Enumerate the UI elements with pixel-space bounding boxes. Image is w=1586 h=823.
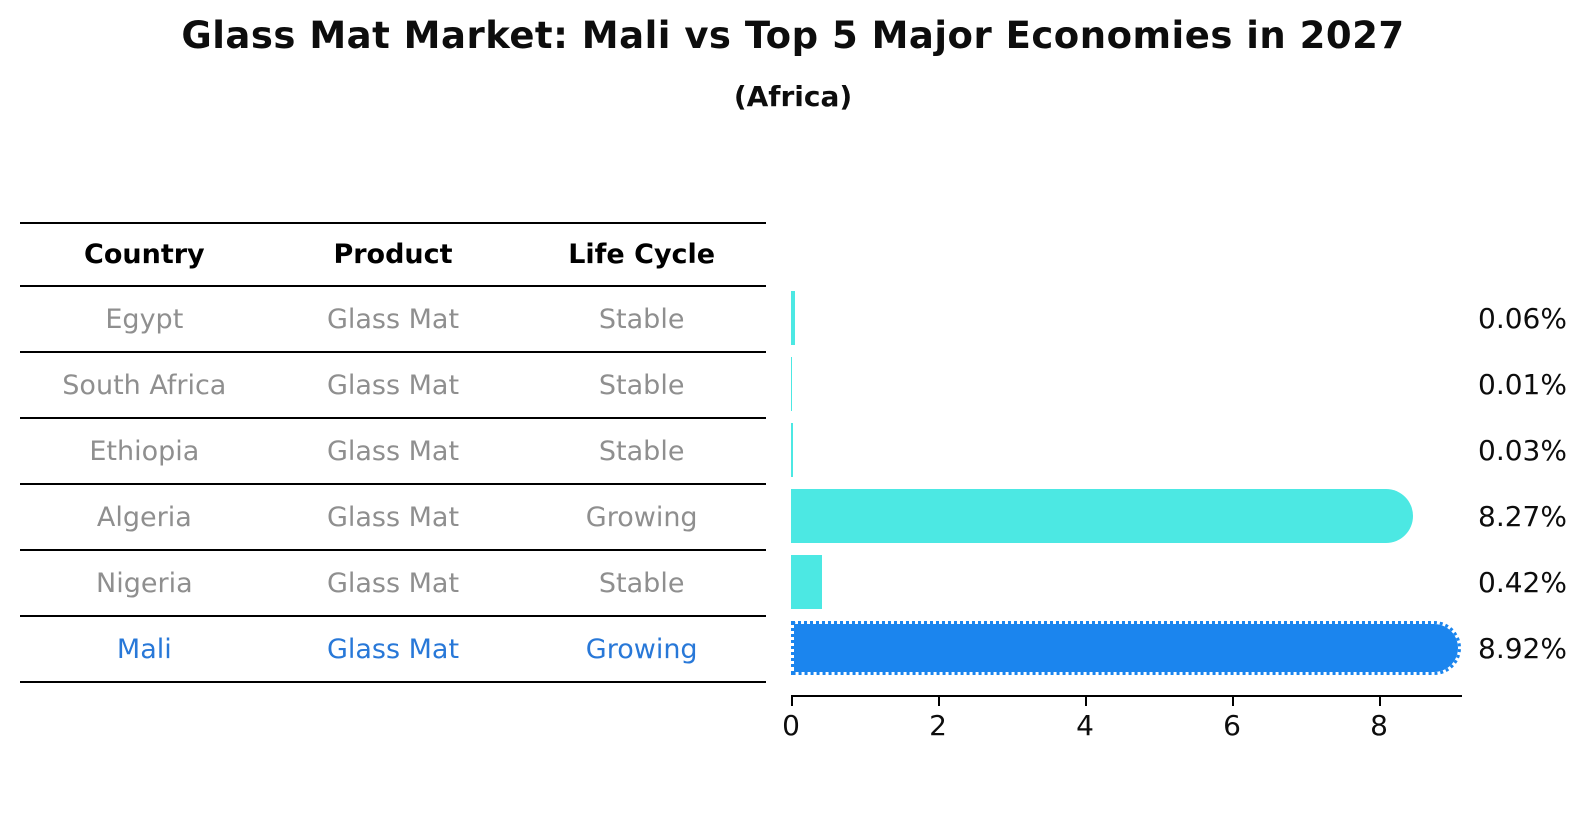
cell-product: Glass Mat bbox=[326, 501, 460, 533]
table-row: Ethiopia Glass Mat Stable bbox=[20, 419, 766, 485]
bar-value-label: 8.27% bbox=[1478, 499, 1567, 533]
bar-south-africa bbox=[791, 357, 792, 411]
bar-value-label: 0.03% bbox=[1478, 433, 1567, 467]
cell-country: Mali bbox=[116, 633, 172, 665]
x-axis-tick-label: 8 bbox=[1370, 709, 1388, 742]
chart-subtitle: (Africa) bbox=[733, 80, 853, 113]
bar-chart: 0.06% 0.01% 0.03% 8.27% 0.42% 8.92% 0 2 4 6 8 bbox=[0, 285, 1586, 745]
cell-country: Algeria bbox=[96, 501, 192, 533]
bar-egypt bbox=[791, 291, 796, 345]
cell-country: Nigeria bbox=[96, 567, 193, 599]
table-row: South Africa Glass Mat Stable bbox=[20, 353, 766, 419]
cell-product: Glass Mat bbox=[326, 303, 460, 335]
table-header-row: Country Product Life Cycle bbox=[20, 224, 766, 287]
cell-life-cycle: Growing bbox=[585, 633, 698, 665]
bar-ethiopia bbox=[791, 423, 794, 477]
x-axis-tick-label: 6 bbox=[1223, 709, 1241, 742]
table-row: Egypt Glass Mat Stable bbox=[20, 287, 766, 353]
cell-life-cycle: Stable bbox=[598, 369, 685, 401]
x-axis-tick-label: 2 bbox=[929, 709, 947, 742]
x-axis-tick-label: 4 bbox=[1076, 709, 1094, 742]
table-body: Egypt Glass Mat Stable South Africa Glass Ma… bbox=[20, 287, 766, 683]
cell-product: Glass Mat bbox=[326, 435, 460, 467]
country-table: Country Product Life Cycle Egypt Glass Ma… bbox=[20, 222, 766, 683]
cell-life-cycle: Stable bbox=[598, 567, 685, 599]
chart-title: Glass Mat Market: Mali vs Top 5 Major Ec… bbox=[181, 14, 1405, 57]
table-row: Mali Glass Mat Growing bbox=[20, 617, 766, 683]
bar-value-label: 0.01% bbox=[1478, 367, 1567, 401]
x-axis-tick bbox=[1379, 697, 1381, 706]
column-header-country: Country bbox=[84, 239, 205, 270]
bar-algeria bbox=[791, 489, 1413, 543]
cell-product: Glass Mat bbox=[326, 369, 460, 401]
x-axis-line bbox=[791, 695, 1462, 697]
bar-mali bbox=[791, 621, 1461, 675]
cell-product: Glass Mat bbox=[326, 567, 460, 599]
cell-life-cycle: Growing bbox=[585, 501, 698, 533]
cell-life-cycle: Stable bbox=[598, 303, 685, 335]
x-axis-tick bbox=[791, 697, 793, 706]
bar-value-label: 8.92% bbox=[1478, 631, 1567, 665]
x-axis-tick bbox=[1085, 697, 1087, 706]
column-header-life-cycle: Life Cycle bbox=[568, 239, 716, 270]
cell-country: Ethiopia bbox=[89, 435, 200, 467]
cell-country: Egypt bbox=[105, 303, 184, 335]
table-row: Algeria Glass Mat Growing bbox=[20, 485, 766, 551]
x-axis-tick bbox=[938, 697, 940, 706]
bar-value-label: 0.06% bbox=[1478, 301, 1567, 335]
x-axis-tick bbox=[1232, 697, 1234, 706]
bar-nigeria bbox=[791, 555, 822, 609]
column-header-product: Product bbox=[333, 239, 453, 270]
bar-value-label: 0.42% bbox=[1478, 565, 1567, 599]
cell-product: Glass Mat bbox=[326, 633, 460, 665]
cell-country: South Africa bbox=[62, 369, 227, 401]
x-axis-tick-label: 0 bbox=[782, 709, 800, 742]
table-row: Nigeria Glass Mat Stable bbox=[20, 551, 766, 617]
cell-life-cycle: Stable bbox=[598, 435, 685, 467]
